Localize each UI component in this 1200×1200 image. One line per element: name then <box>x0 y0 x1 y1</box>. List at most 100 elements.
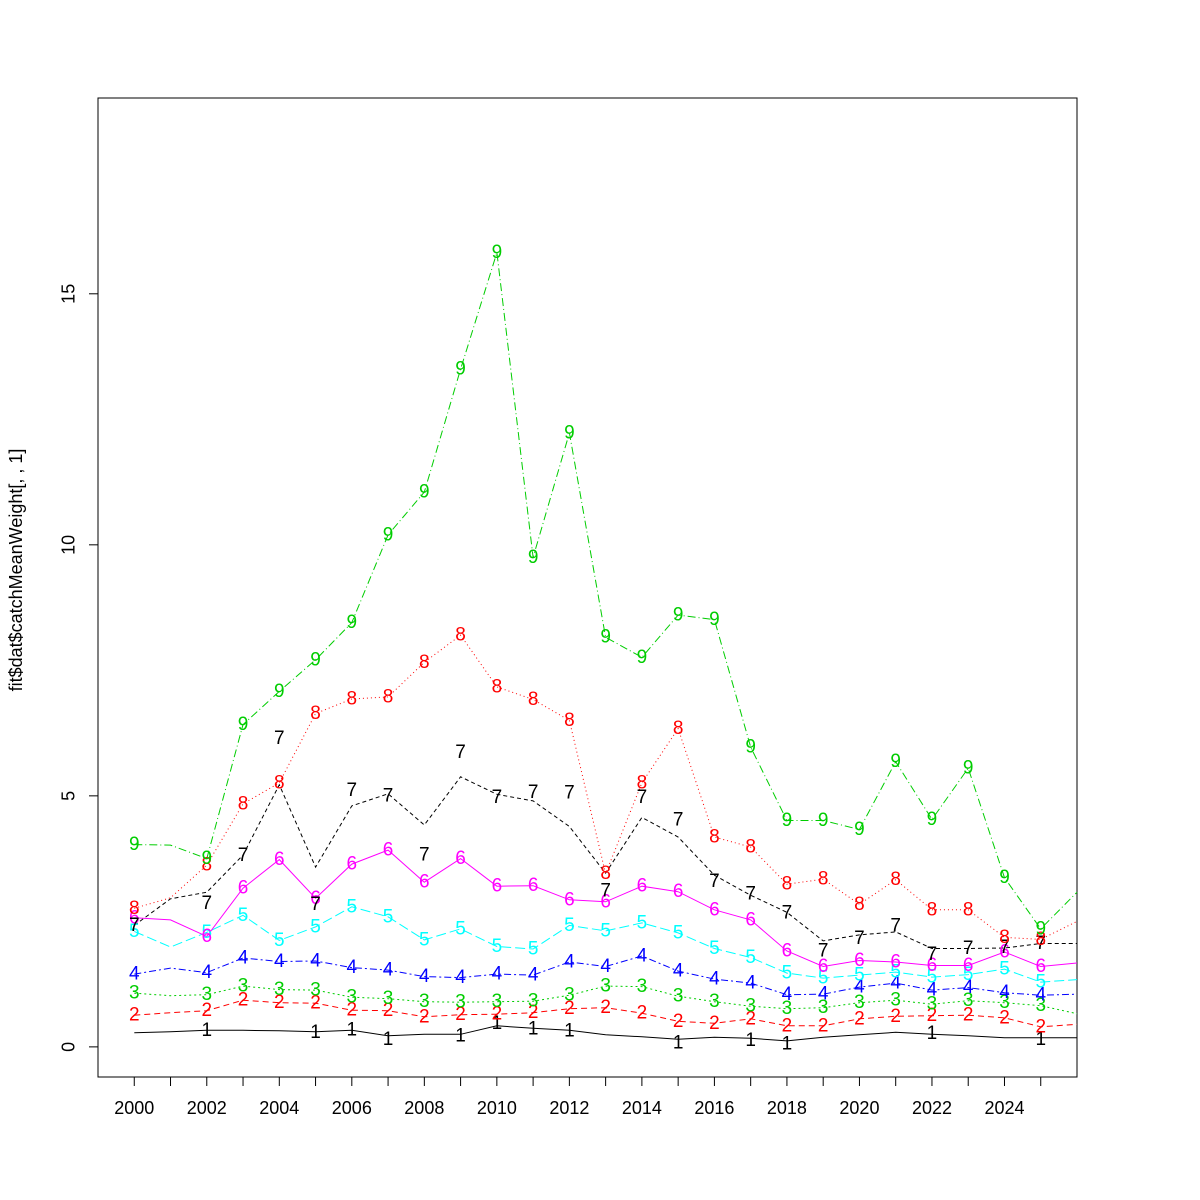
series-5-point: 5 <box>673 922 684 943</box>
series-3-point: 3 <box>999 992 1010 1013</box>
series-9-point: 9 <box>890 751 901 772</box>
series-6-point: 6 <box>492 876 503 897</box>
x-tick-label: 2014 <box>622 1098 662 1118</box>
series-2-point: 2 <box>383 1000 394 1021</box>
series-9-point: 9 <box>1035 918 1046 939</box>
series-6-point: 6 <box>310 888 321 909</box>
series-5-point: 5 <box>455 918 466 939</box>
series-4-point: 4 <box>890 973 901 994</box>
series-2-point: 2 <box>637 1003 648 1024</box>
series-5-point: 5 <box>564 915 575 936</box>
plot-border <box>97 97 1078 1078</box>
series-5-point: 5 <box>637 912 648 933</box>
series-7-point: 7 <box>347 780 358 801</box>
series-4-point: 4 <box>492 964 503 985</box>
series-4-point: 4 <box>927 980 938 1001</box>
series-6-point: 6 <box>782 940 793 961</box>
series-8-point: 8 <box>347 688 358 709</box>
series-8-point: 8 <box>709 827 720 848</box>
series-3-point: 3 <box>129 983 140 1004</box>
series-2-point: 2 <box>1035 1016 1046 1037</box>
series-3-point: 3 <box>890 990 901 1011</box>
series-line-9 <box>134 252 1078 930</box>
series-9-point: 9 <box>818 810 829 831</box>
series-2-point: 2 <box>927 1005 938 1026</box>
series-3-point: 3 <box>709 991 720 1012</box>
series-4-point: 4 <box>854 977 865 998</box>
series-4-point: 4 <box>238 948 249 969</box>
series-7-point: 7 <box>455 742 466 763</box>
series-4-point: 4 <box>528 965 539 986</box>
series-5-point: 5 <box>274 930 285 951</box>
series-9-point: 9 <box>274 681 285 702</box>
series-line-1 <box>134 1025 1077 1042</box>
series-8-point: 8 <box>310 703 321 724</box>
series-2-point: 2 <box>564 998 575 1019</box>
series-4-point: 4 <box>419 966 430 987</box>
series-6-point: 6 <box>600 891 611 912</box>
series-9-point: 9 <box>201 848 212 869</box>
series-6-point: 6 <box>637 876 648 897</box>
x-tick-label: 2002 <box>187 1098 227 1118</box>
series-2-point: 2 <box>238 990 249 1011</box>
series-3-point: 3 <box>745 996 756 1017</box>
series-1-point: 1 <box>927 1023 938 1044</box>
series-8-point: 8 <box>201 855 212 876</box>
series-2-point: 2 <box>782 1015 793 1036</box>
series-5-point: 5 <box>238 905 249 926</box>
y-axis-title: fit$dat$catchMeanWeight[, , 1] <box>6 449 26 692</box>
x-tick-label: 2010 <box>477 1098 517 1118</box>
series-line-2 <box>134 999 1078 1028</box>
series-2-point: 2 <box>854 1008 865 1029</box>
series-7-point: 7 <box>782 902 793 923</box>
series-1-point: 1 <box>383 1029 394 1050</box>
series-9-point: 9 <box>347 612 358 633</box>
series-3-point: 3 <box>564 985 575 1006</box>
series-3-point: 3 <box>492 991 503 1012</box>
x-tick-label: 2008 <box>404 1098 444 1118</box>
series-6-point: 6 <box>419 872 430 893</box>
series-7-point: 7 <box>383 785 394 806</box>
series-6-point: 6 <box>818 956 829 977</box>
y-axis: 0 5 10 15 <box>59 284 99 1052</box>
series-3-point: 3 <box>347 987 358 1008</box>
x-tick-label: 2012 <box>549 1098 589 1118</box>
series-3-point: 3 <box>1035 995 1046 1016</box>
series-2-point: 2 <box>347 1000 358 1021</box>
series-9-point: 9 <box>564 422 575 443</box>
series-5-point: 5 <box>818 968 829 989</box>
series-6-point: 6 <box>383 840 394 861</box>
series-2-point: 2 <box>419 1006 430 1027</box>
series-3-point: 3 <box>673 986 684 1007</box>
series-4-point: 4 <box>637 946 648 967</box>
series-8-point: 8 <box>383 686 394 707</box>
series-1-point: 1 <box>347 1019 358 1040</box>
series-6-point: 6 <box>890 952 901 973</box>
series-8-point: 8 <box>782 874 793 895</box>
plot-frame <box>97 97 1078 1078</box>
series-3-point: 3 <box>927 994 938 1015</box>
series-5-point: 5 <box>854 965 865 986</box>
series-7-point: 7 <box>528 782 539 803</box>
series-8-point: 8 <box>600 863 611 884</box>
series-4-point: 4 <box>564 952 575 973</box>
series-8-point: 8 <box>564 710 575 731</box>
series-9-point: 9 <box>782 810 793 831</box>
series-2-point: 2 <box>999 1007 1010 1028</box>
series-9-point: 9 <box>238 714 249 735</box>
series-9-point: 9 <box>129 834 140 855</box>
series-2-point: 2 <box>274 992 285 1013</box>
series-4-point: 4 <box>455 967 466 988</box>
series-9-point: 9 <box>528 547 539 568</box>
series-8-point: 8 <box>745 837 756 858</box>
series-4-point: 4 <box>999 982 1010 1003</box>
x-tick-label: 2024 <box>984 1098 1024 1118</box>
series-4-point: 4 <box>383 960 394 981</box>
series-4-point: 4 <box>745 973 756 994</box>
series-9-point: 9 <box>419 482 430 503</box>
series-5-point: 5 <box>927 967 938 988</box>
x-tick-label: 2004 <box>259 1098 299 1118</box>
series-2-point: 2 <box>455 1004 466 1025</box>
series-9-point: 9 <box>310 649 321 670</box>
series-6-point: 6 <box>274 849 285 870</box>
